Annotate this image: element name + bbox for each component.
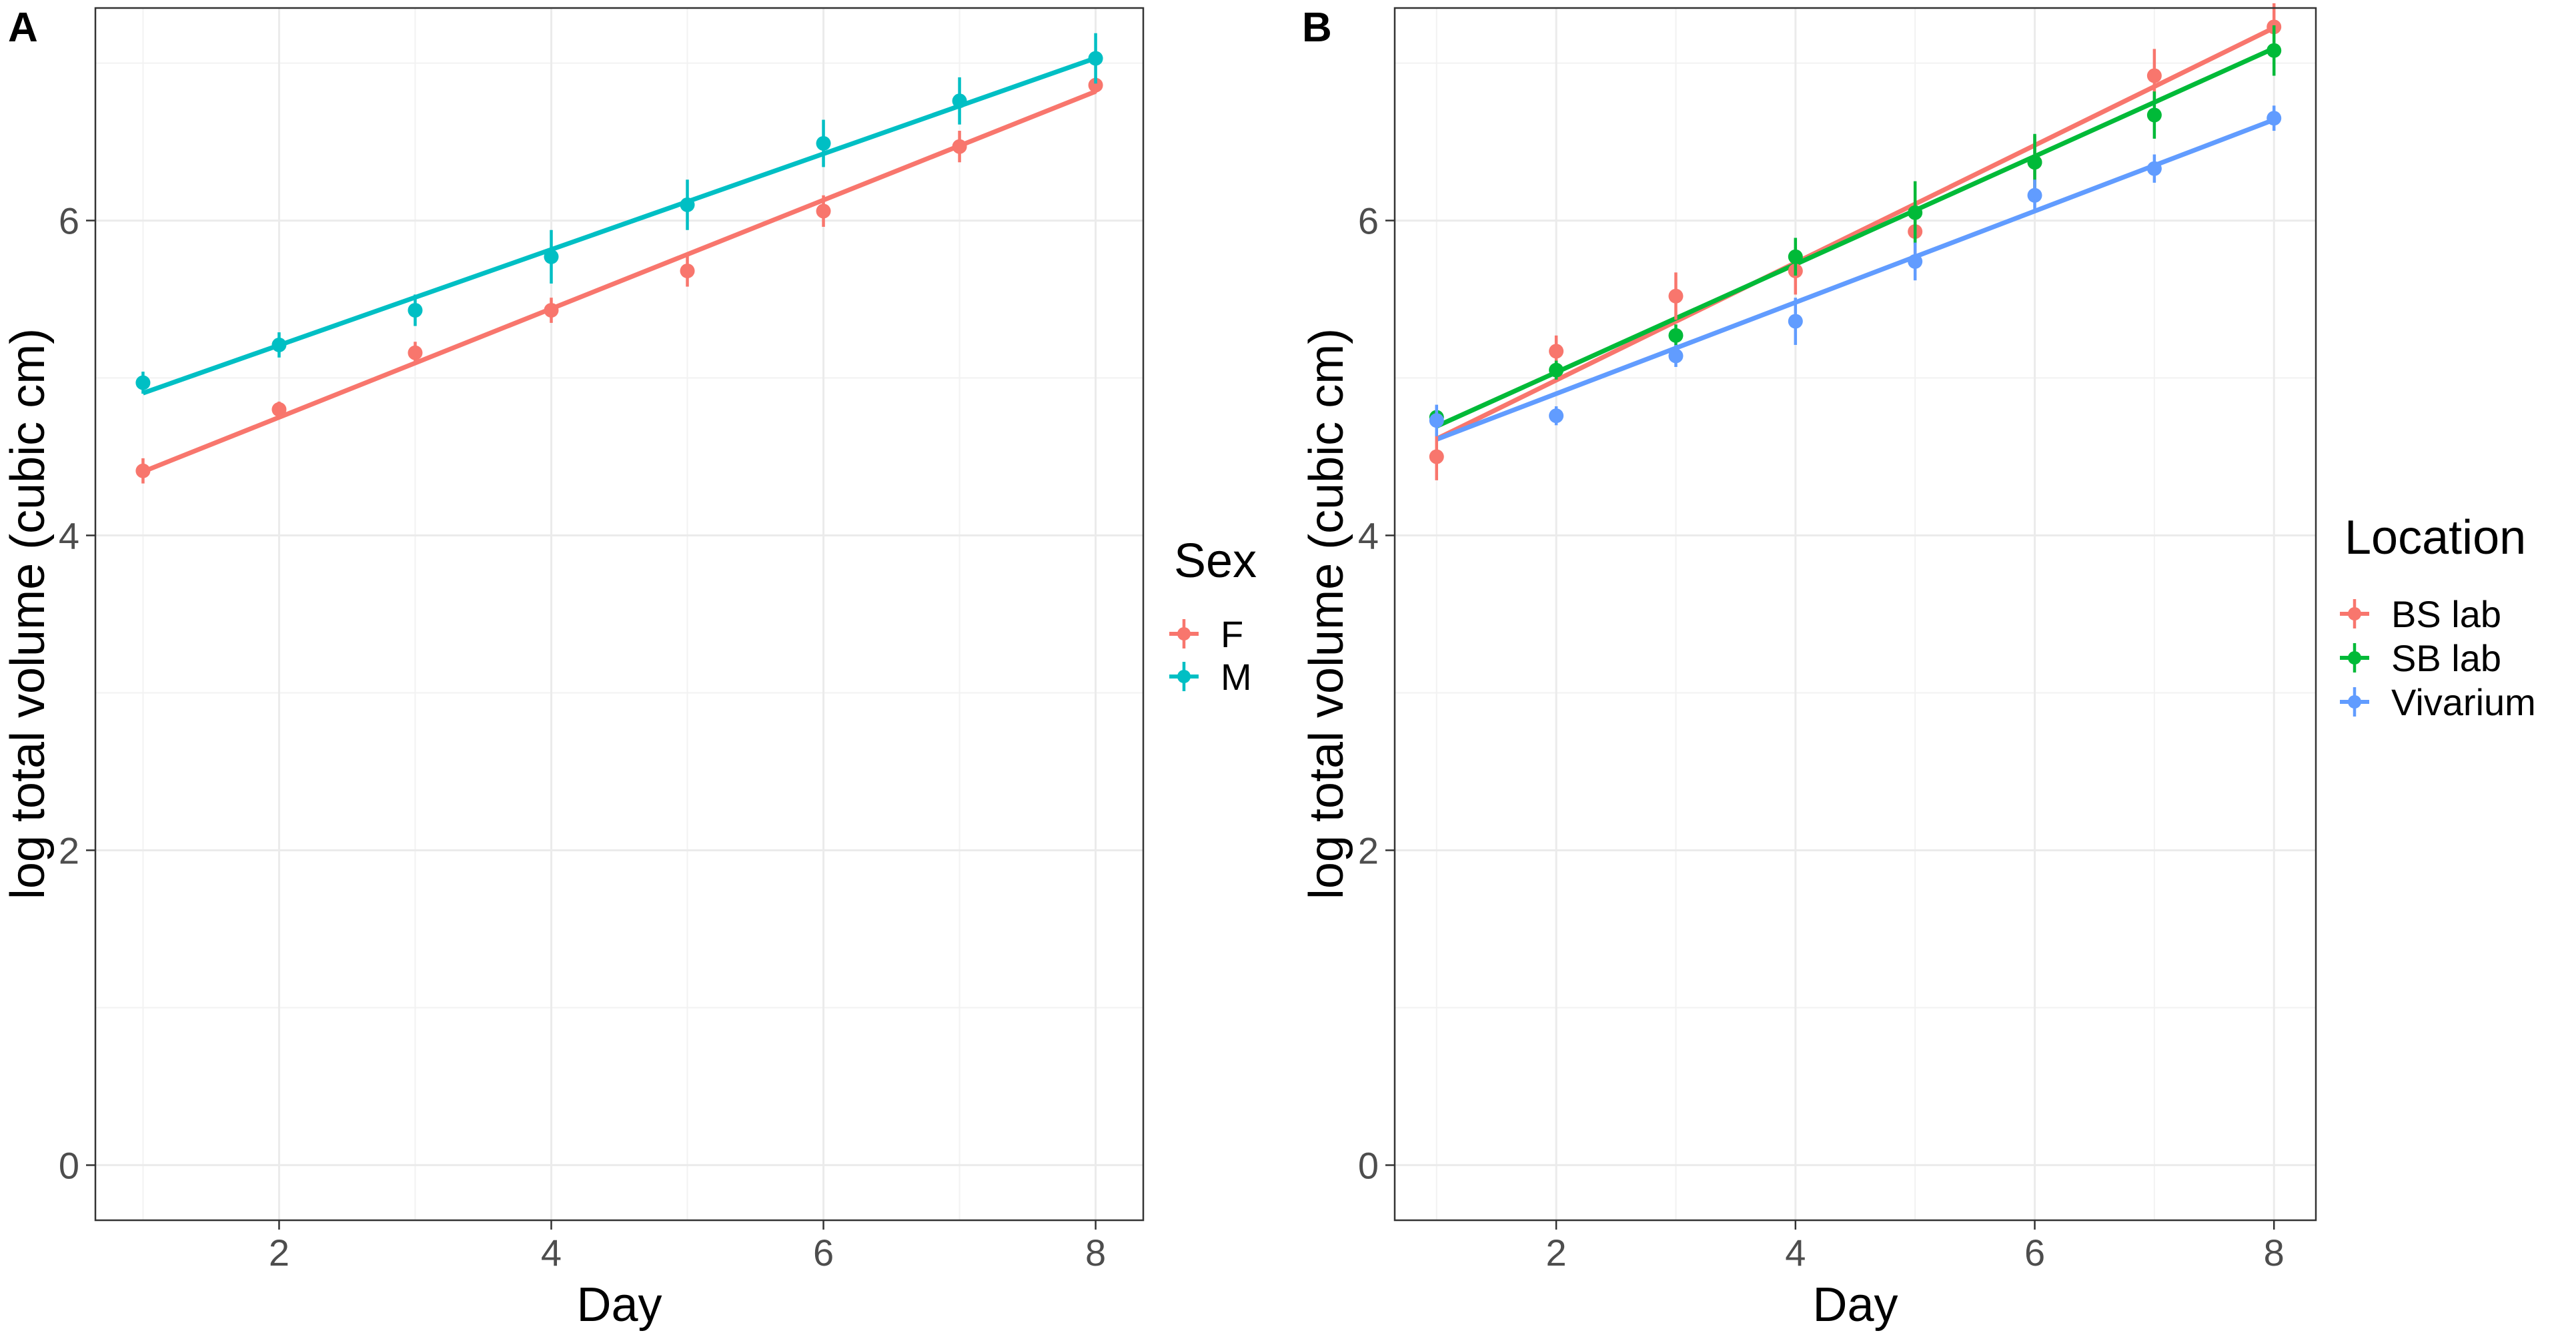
y-tick-label: 2 [1358, 829, 1379, 871]
legend-label: F [1221, 613, 1243, 655]
data-point-sb-lab [1668, 328, 1684, 343]
legend-item-sb-lab: SB lab [2340, 637, 2501, 679]
data-point-vivarium [1788, 314, 1803, 329]
panel-a: A 2 4 6 8 0 2 4 6 Day log total volume (cubic … [1, 5, 1257, 1332]
data-point-m [680, 197, 695, 212]
data-point-sb-lab [2027, 155, 2042, 170]
legend-key-point [1177, 670, 1191, 683]
x-tick-label: 4 [1785, 1232, 1806, 1274]
data-point-f [408, 345, 423, 360]
data-point-sb-lab [2267, 43, 2282, 58]
data-point-f [816, 203, 831, 219]
data-point-m [135, 375, 151, 390]
data-point-f [952, 139, 967, 154]
plot-area-a [95, 8, 1143, 1220]
data-point-m [408, 303, 423, 318]
legend-key-point [2348, 607, 2361, 620]
x-tick-label: 6 [2024, 1232, 2045, 1274]
plot-border-b [1393, 7, 2317, 1222]
panel-letter-b: B [1302, 5, 1332, 51]
y-ticks-b: 0 2 4 6 [1358, 200, 1395, 1186]
data-point-m [816, 135, 831, 151]
data-point-vivarium [1429, 413, 1444, 428]
panel-letter-a: A [8, 5, 38, 51]
fit-lines-b [1435, 25, 2275, 442]
legend-label: SB lab [2391, 637, 2501, 679]
x-axis-title-b: Day [1812, 1278, 1898, 1332]
x-tick-label: 6 [813, 1232, 834, 1274]
x-tick-label: 2 [1546, 1232, 1567, 1274]
y-tick-label: 0 [1358, 1144, 1379, 1186]
x-tick-label: 4 [541, 1232, 562, 1274]
plot-border-a [94, 7, 1145, 1222]
data-point-vivarium [2267, 111, 2282, 126]
data-point-m [952, 93, 967, 109]
data-point-f [680, 264, 695, 279]
legend-sex: Sex FM [1169, 534, 1257, 698]
legend-title-sex: Sex [1174, 534, 1257, 588]
data-point-bs-lab [1549, 344, 1564, 359]
y-axis-title-b: log total volume (cubic cm) [1300, 328, 1353, 899]
y-ticks-a: 0 2 4 6 [59, 200, 95, 1186]
x-tick-label: 2 [269, 1232, 289, 1274]
data-point-sb-lab [1549, 362, 1564, 378]
data-point-vivarium [2027, 187, 2042, 203]
panel-b: B 2 4 6 8 0 2 4 6 Day log total volume (cubic … [1300, 3, 2536, 1332]
y-tick-label: 4 [1358, 515, 1379, 557]
y-tick-label: 0 [59, 1144, 79, 1186]
x-axis-title-a: Day [576, 1278, 662, 1332]
fit-line-m [142, 55, 1097, 396]
legend-label: BS lab [2391, 593, 2501, 635]
y-tick-label: 2 [59, 829, 79, 871]
y-tick-label: 6 [1358, 200, 1379, 242]
legend-label: Vivarium [2391, 681, 2536, 723]
data-points-a [135, 33, 1103, 484]
data-point-vivarium [1549, 408, 1564, 424]
legend-item-m: M [1169, 656, 1252, 698]
legend-key-point [1177, 627, 1191, 640]
x-tick-label: 8 [2264, 1232, 2285, 1274]
y-tick-label: 6 [59, 200, 79, 242]
data-point-sb-lab [1788, 249, 1803, 264]
legend-item-bs-lab: BS lab [2340, 593, 2501, 635]
plot-area-b [1395, 8, 2316, 1220]
legend-item-f: F [1169, 613, 1243, 655]
data-points-b [1429, 3, 2282, 480]
data-point-m [271, 337, 287, 352]
data-point-f [271, 402, 287, 417]
x-ticks-b: 2 4 6 8 [1546, 1220, 2285, 1274]
fit-lines-a [142, 55, 1097, 474]
legend-title-location: Location [2345, 511, 2526, 564]
y-axis-title-a: log total volume (cubic cm) [1, 328, 55, 899]
data-point-m [1088, 51, 1103, 66]
data-point-vivarium [1668, 348, 1684, 364]
data-point-sb-lab [2146, 107, 2162, 123]
legend-key-point [2348, 651, 2361, 664]
legend-item-vivarium: Vivarium [2340, 681, 2536, 723]
data-point-f [1088, 77, 1103, 93]
legend-label: M [1221, 656, 1252, 698]
data-point-vivarium [2146, 161, 2162, 176]
data-point-vivarium [1908, 254, 1923, 269]
fit-line-vivarium [1435, 117, 2275, 442]
fit-line-bs-lab [1435, 25, 2275, 442]
y-tick-label: 4 [59, 515, 79, 557]
data-point-sb-lab [1908, 205, 1923, 220]
data-point-bs-lab [2146, 68, 2162, 83]
x-ticks-a: 2 4 6 8 [269, 1220, 1106, 1274]
fit-line-sb-lab [1435, 46, 2275, 429]
fit-line-f [142, 89, 1097, 474]
data-point-bs-lab [1429, 449, 1444, 464]
data-point-m [544, 249, 559, 264]
data-point-f [544, 303, 559, 318]
legend-key-point [2348, 695, 2361, 709]
data-point-f [135, 463, 151, 478]
data-point-bs-lab [1668, 288, 1684, 304]
x-tick-label: 8 [1085, 1232, 1106, 1274]
